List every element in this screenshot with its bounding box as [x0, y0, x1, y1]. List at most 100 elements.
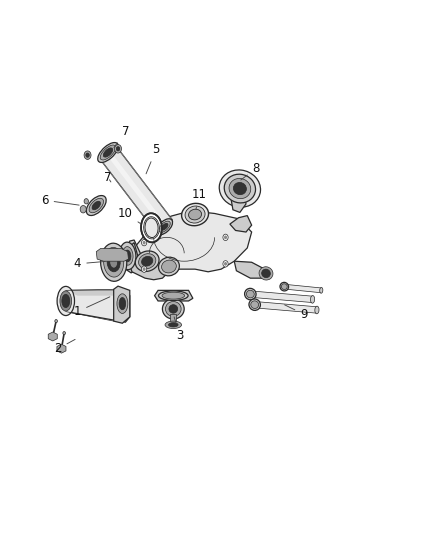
Ellipse shape: [247, 290, 254, 298]
Ellipse shape: [141, 213, 162, 243]
Ellipse shape: [185, 206, 205, 223]
Ellipse shape: [86, 153, 89, 157]
Polygon shape: [114, 286, 130, 323]
Ellipse shape: [161, 223, 168, 230]
Polygon shape: [234, 261, 266, 278]
Ellipse shape: [103, 148, 113, 157]
Ellipse shape: [141, 266, 147, 272]
Ellipse shape: [162, 292, 185, 299]
Polygon shape: [125, 240, 143, 273]
Ellipse shape: [233, 182, 247, 195]
Ellipse shape: [60, 291, 72, 311]
Ellipse shape: [251, 301, 258, 309]
Ellipse shape: [169, 322, 178, 327]
Ellipse shape: [98, 142, 118, 163]
Ellipse shape: [166, 302, 181, 317]
Ellipse shape: [122, 247, 133, 265]
Ellipse shape: [224, 236, 227, 239]
Text: 5: 5: [146, 143, 159, 174]
Polygon shape: [170, 314, 177, 325]
Ellipse shape: [100, 145, 116, 160]
Ellipse shape: [101, 243, 127, 281]
Polygon shape: [57, 344, 66, 353]
Ellipse shape: [219, 170, 261, 207]
Ellipse shape: [116, 147, 120, 151]
Ellipse shape: [55, 320, 57, 322]
Polygon shape: [231, 191, 246, 213]
Ellipse shape: [124, 250, 131, 262]
Polygon shape: [254, 302, 317, 313]
Ellipse shape: [57, 286, 74, 316]
Ellipse shape: [63, 332, 65, 335]
Ellipse shape: [62, 294, 70, 308]
Ellipse shape: [162, 260, 177, 273]
Ellipse shape: [182, 204, 208, 225]
Ellipse shape: [157, 219, 173, 235]
Ellipse shape: [311, 296, 314, 303]
Polygon shape: [155, 290, 193, 301]
Polygon shape: [106, 151, 167, 228]
Ellipse shape: [229, 179, 251, 199]
Ellipse shape: [249, 299, 261, 310]
Ellipse shape: [159, 221, 170, 232]
Ellipse shape: [135, 251, 159, 271]
Polygon shape: [127, 243, 171, 280]
Ellipse shape: [138, 254, 156, 269]
Text: 2: 2: [54, 340, 75, 355]
Polygon shape: [284, 284, 321, 293]
Polygon shape: [100, 146, 173, 233]
Ellipse shape: [162, 299, 184, 319]
Ellipse shape: [143, 267, 146, 271]
Ellipse shape: [80, 206, 86, 213]
Text: 3: 3: [174, 317, 184, 342]
Polygon shape: [96, 248, 128, 261]
Text: 10: 10: [118, 207, 141, 224]
Ellipse shape: [119, 297, 126, 310]
Polygon shape: [66, 290, 130, 322]
Ellipse shape: [141, 239, 147, 246]
Polygon shape: [134, 211, 252, 272]
Ellipse shape: [320, 287, 323, 293]
Ellipse shape: [92, 201, 100, 210]
Polygon shape: [250, 291, 313, 303]
Ellipse shape: [84, 199, 88, 204]
Ellipse shape: [280, 282, 289, 291]
Ellipse shape: [107, 253, 120, 272]
Ellipse shape: [223, 261, 228, 267]
Ellipse shape: [315, 306, 319, 314]
Ellipse shape: [110, 256, 117, 268]
Ellipse shape: [188, 209, 201, 220]
Ellipse shape: [159, 291, 188, 301]
Ellipse shape: [224, 174, 255, 203]
Ellipse shape: [224, 262, 227, 266]
Text: 6: 6: [41, 193, 79, 207]
Ellipse shape: [119, 242, 136, 270]
Ellipse shape: [141, 256, 153, 266]
Ellipse shape: [259, 266, 273, 280]
Ellipse shape: [144, 217, 159, 239]
Ellipse shape: [84, 151, 91, 159]
Polygon shape: [48, 332, 57, 341]
Ellipse shape: [244, 288, 256, 300]
Ellipse shape: [145, 218, 158, 238]
Text: 1: 1: [74, 297, 110, 318]
Text: 9: 9: [285, 305, 307, 321]
Ellipse shape: [117, 294, 128, 313]
Text: 7: 7: [114, 125, 129, 148]
Ellipse shape: [89, 198, 103, 213]
Ellipse shape: [223, 234, 228, 240]
Ellipse shape: [104, 247, 124, 277]
Ellipse shape: [159, 257, 180, 276]
Polygon shape: [66, 290, 130, 296]
Ellipse shape: [115, 144, 121, 153]
Ellipse shape: [165, 321, 182, 328]
Text: 8: 8: [241, 162, 260, 180]
Text: 7: 7: [104, 171, 112, 184]
Text: 4: 4: [74, 257, 105, 270]
Ellipse shape: [261, 269, 270, 278]
Text: 11: 11: [192, 189, 207, 209]
Ellipse shape: [86, 196, 106, 215]
Ellipse shape: [143, 241, 146, 245]
Ellipse shape: [281, 284, 287, 289]
Ellipse shape: [169, 305, 178, 313]
